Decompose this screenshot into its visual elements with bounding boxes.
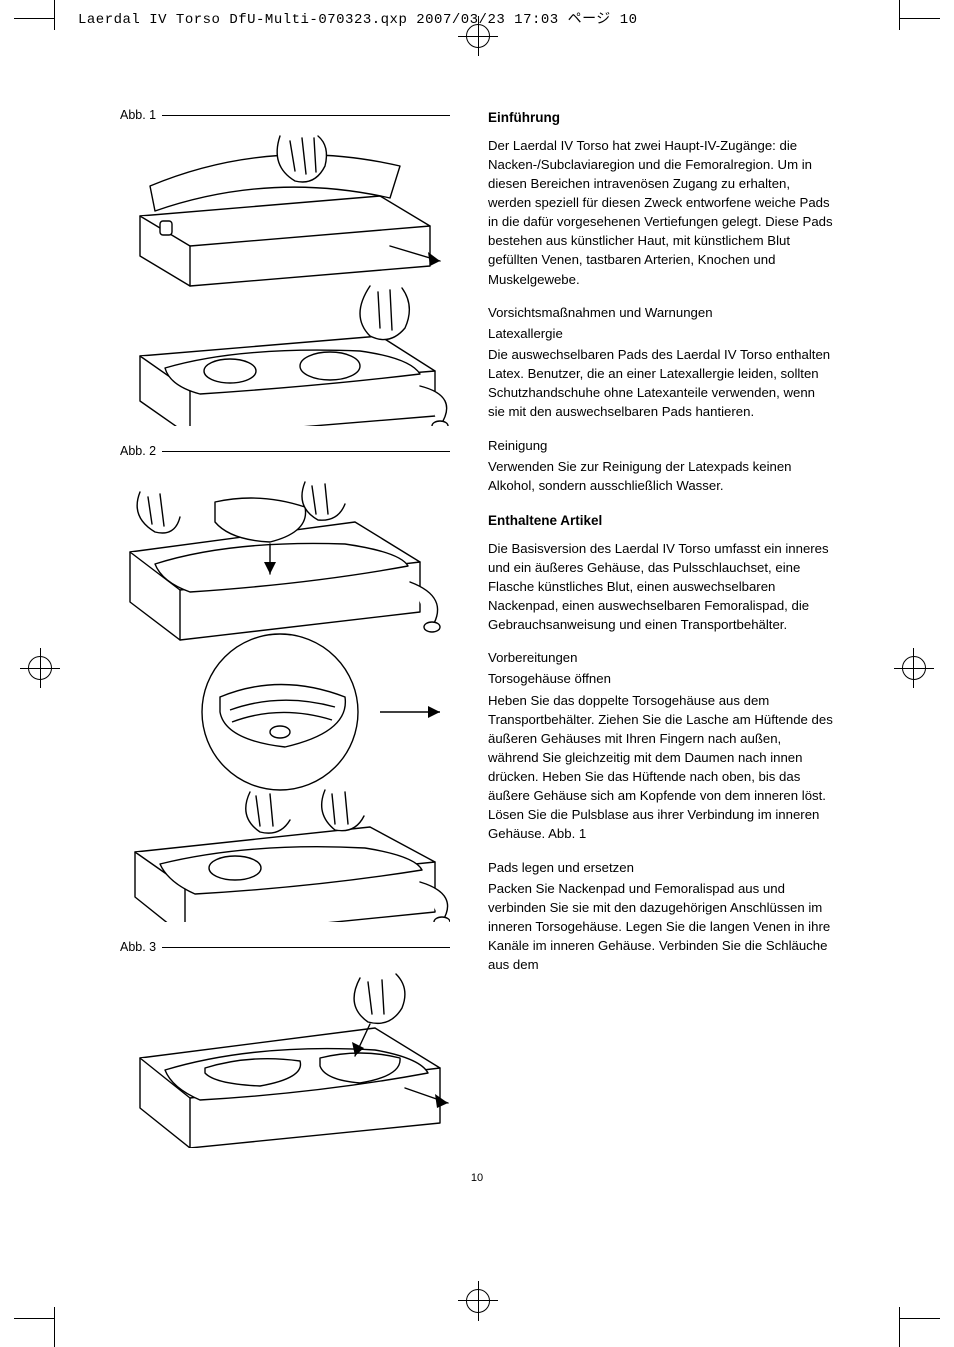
- heading-prep: Vorbereitungen: [488, 648, 834, 667]
- paragraph-cleaning: Verwenden Sie zur Reinigung der Latexpad…: [488, 457, 834, 495]
- crop-mark: [899, 1307, 900, 1347]
- crop-mark: [899, 0, 900, 30]
- figures-column: Abb. 1: [120, 108, 450, 1148]
- heading-cleaning: Reinigung: [488, 436, 834, 455]
- crop-mark: [900, 1318, 940, 1319]
- figure-2: [120, 462, 450, 922]
- text-column: Einführung Der Laerdal IV Torso hat zwei…: [488, 108, 834, 1148]
- figure-label-text: Abb. 3: [120, 940, 156, 954]
- page-number: 10: [120, 1172, 834, 1184]
- heading-precautions: Vorsichtsmaßnahmen und Warnungen: [488, 303, 834, 322]
- registration-mark-icon: [478, 1281, 479, 1321]
- heading-open-case: Torsogehäuse öffnen: [488, 669, 834, 688]
- paragraph-open-case: Heben Sie das doppelte Torsogehäuse aus …: [488, 691, 834, 844]
- registration-mark-icon: [40, 648, 41, 688]
- heading-intro: Einführung: [488, 108, 834, 128]
- figure-label-rule: [162, 115, 450, 116]
- paragraph-intro: Der Laerdal IV Torso hat zwei Haupt-IV-Z…: [488, 136, 834, 289]
- crop-mark: [900, 18, 940, 19]
- crop-mark: [54, 1307, 55, 1347]
- heading-pads: Pads legen und ersetzen: [488, 858, 834, 877]
- figure-2-label: Abb. 2: [120, 444, 450, 458]
- figure-1: [120, 126, 450, 426]
- source-file-label: Laerdal IV Torso DfU-Multi-070323.qxp 20…: [78, 8, 638, 28]
- figure-label-text: Abb. 1: [120, 108, 156, 122]
- figure-3-label: Abb. 3: [120, 940, 450, 954]
- figure-label-rule: [162, 451, 450, 452]
- figure-3: [120, 958, 450, 1148]
- crop-mark: [14, 18, 54, 19]
- crop-mark: [54, 0, 55, 30]
- paragraph-contents: Die Basisversion des Laerdal IV Torso um…: [488, 539, 834, 635]
- paragraph-pads: Packen Sie Nackenpad und Femoralispad au…: [488, 879, 834, 975]
- registration-mark-icon: [913, 648, 914, 688]
- heading-contents: Enthaltene Artikel: [488, 511, 834, 531]
- heading-latex: Latexallergie: [488, 324, 834, 343]
- registration-mark-icon: [894, 668, 934, 669]
- page-content: Abb. 1: [120, 108, 834, 1148]
- paragraph-latex: Die auswechselbaren Pads des Laerdal IV …: [488, 345, 834, 422]
- figure-label-text: Abb. 2: [120, 444, 156, 458]
- crop-mark: [14, 1318, 54, 1319]
- figure-1-label: Abb. 1: [120, 108, 450, 122]
- figure-label-rule: [162, 947, 450, 948]
